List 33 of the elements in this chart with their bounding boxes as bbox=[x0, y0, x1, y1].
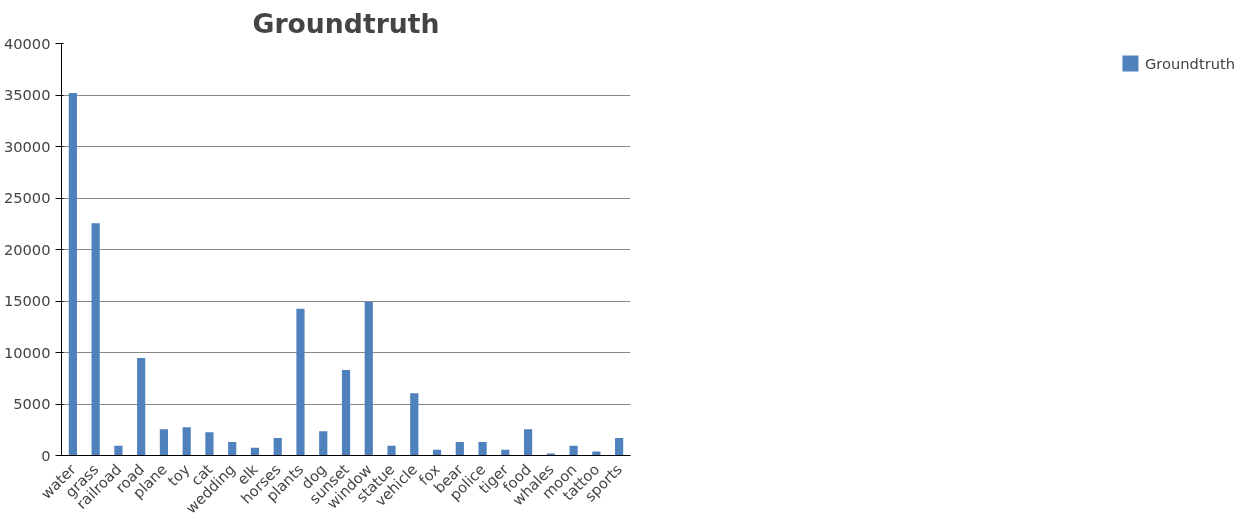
bar bbox=[455, 442, 464, 456]
bar bbox=[478, 442, 487, 456]
bar bbox=[296, 308, 305, 456]
bar bbox=[410, 393, 419, 456]
bar bbox=[319, 431, 328, 456]
bar bbox=[592, 451, 601, 456]
y-tick-label: 40000 bbox=[3, 34, 51, 52]
bar bbox=[137, 357, 146, 456]
bar bbox=[159, 429, 169, 456]
bar bbox=[91, 223, 100, 456]
bar bbox=[546, 453, 555, 456]
bar bbox=[182, 427, 191, 456]
chart-title: Groundtruth bbox=[252, 7, 440, 39]
y-tick-label: 25000 bbox=[3, 189, 51, 206]
bar bbox=[523, 429, 533, 456]
y-tick-label: 0 bbox=[41, 446, 51, 464]
y-tick-label: 30000 bbox=[3, 137, 51, 155]
y-tick-label: 35000 bbox=[3, 86, 51, 103]
bar bbox=[387, 445, 396, 456]
bar bbox=[114, 445, 123, 456]
bar bbox=[569, 445, 578, 456]
bar bbox=[228, 442, 237, 456]
y-tick-label: 20000 bbox=[3, 240, 51, 258]
bar bbox=[68, 92, 77, 456]
bar bbox=[341, 370, 351, 456]
bar bbox=[615, 437, 624, 456]
y-tick-label: 5000 bbox=[13, 395, 51, 412]
y-tick-label: 15000 bbox=[3, 292, 51, 309]
bar bbox=[273, 437, 282, 456]
y-tick-label: 10000 bbox=[3, 343, 51, 361]
bar bbox=[364, 302, 373, 456]
bar bbox=[205, 432, 214, 456]
legend-label: Groundtruth bbox=[1144, 54, 1235, 72]
